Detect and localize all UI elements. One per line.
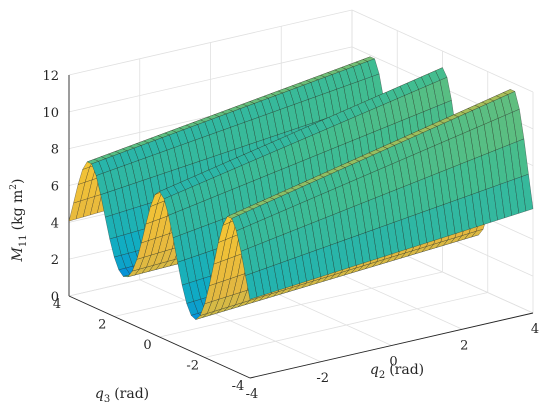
y-label-sub: 3 <box>104 394 110 405</box>
z-tick-label: 8 <box>51 143 59 158</box>
y-tick-label: -4 <box>232 379 245 394</box>
z-tick-label: 2 <box>51 253 59 268</box>
z-label-unit: (kg m <box>10 190 26 231</box>
y-label-unit: (rad) <box>114 386 149 402</box>
x-label-symbol: q <box>370 362 379 378</box>
x-tick-label: 2 <box>460 338 468 353</box>
x-label-unit: (rad) <box>389 362 424 378</box>
z-label-unit-close: ) <box>10 179 26 184</box>
x-label-sub: 2 <box>379 370 385 381</box>
y-tick-label: 0 <box>143 338 151 353</box>
z-tick-label: 0 <box>51 290 59 305</box>
x-axis-label: q2 (rad) <box>370 362 424 381</box>
z-tick-label: 12 <box>42 69 59 84</box>
y-tick-label: -2 <box>186 359 199 374</box>
z-tick-label: 4 <box>51 216 59 231</box>
z-axis-label: M11(kg m2) <box>9 179 29 263</box>
z-label-symbol: M <box>10 246 26 262</box>
z-tick-label: 10 <box>42 106 59 121</box>
y-label-symbol: q <box>95 386 104 402</box>
z-tick-label: 6 <box>51 180 59 195</box>
x-tick-label: -4 <box>246 387 259 402</box>
x-tick-label: -2 <box>316 371 329 386</box>
y-axis-label: q3 (rad) <box>95 386 149 405</box>
y-tick-label: 2 <box>98 318 106 333</box>
x-tick-label: 4 <box>531 322 539 337</box>
z-label-sub: 11 <box>18 234 29 247</box>
